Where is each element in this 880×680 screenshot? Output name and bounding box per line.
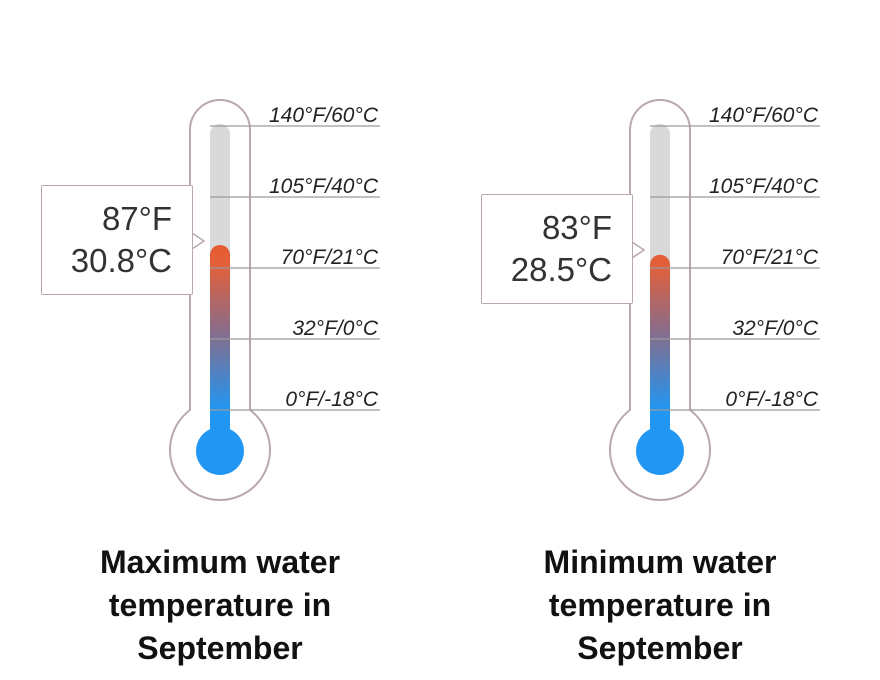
caption-line: Minimum water	[543, 544, 777, 580]
scale-label: 70°F/21°C	[721, 246, 819, 269]
thermometer-min: 140°F/60°C 105°F/40°C 70°F/21°C 32°F/0°C…	[609, 99, 820, 501]
scale-label: 105°F/40°C	[709, 175, 819, 198]
reading-pointer	[191, 232, 206, 250]
scale-lines	[650, 125, 820, 411]
caption-line: temperature in	[108, 587, 332, 623]
caption-line: September	[137, 630, 303, 666]
reading-pointer	[631, 241, 646, 259]
reading-fahrenheit: 83°F	[541, 209, 612, 246]
reading-callout-min: 83°F 28.5°C	[481, 194, 633, 304]
scale-label: 105°F/40°C	[269, 175, 379, 198]
caption-max: Maximum water temperature in September	[40, 541, 400, 670]
scale-lines	[210, 125, 380, 411]
thermometer-max: 140°F/60°C 105°F/40°C 70°F/21°C 32°F/0°C…	[169, 99, 380, 501]
thermometer-fill	[210, 245, 230, 451]
thermometer-bulb	[196, 427, 244, 475]
caption-line: Maximum water	[99, 544, 341, 580]
caption-line: September	[577, 630, 743, 666]
caption-min: Minimum water temperature in September	[480, 541, 840, 670]
scale-label: 140°F/60°C	[269, 104, 379, 127]
scale-label: 32°F/0°C	[292, 317, 378, 340]
reading-fahrenheit: 87°F	[101, 200, 172, 237]
reading-celsius: 30.8°C	[70, 242, 172, 279]
scale-label: 0°F/-18°C	[725, 388, 818, 411]
thermometer-bulb	[636, 427, 684, 475]
caption-line: temperature in	[548, 587, 772, 623]
scale-label: 0°F/-18°C	[285, 388, 378, 411]
reading-callout-max: 87°F 30.8°C	[41, 185, 193, 295]
scale-label: 140°F/60°C	[709, 104, 819, 127]
thermometer-fill	[650, 254, 670, 451]
reading-celsius: 28.5°C	[510, 251, 612, 288]
scale-label: 32°F/0°C	[732, 317, 818, 340]
scale-label: 70°F/21°C	[281, 246, 379, 269]
